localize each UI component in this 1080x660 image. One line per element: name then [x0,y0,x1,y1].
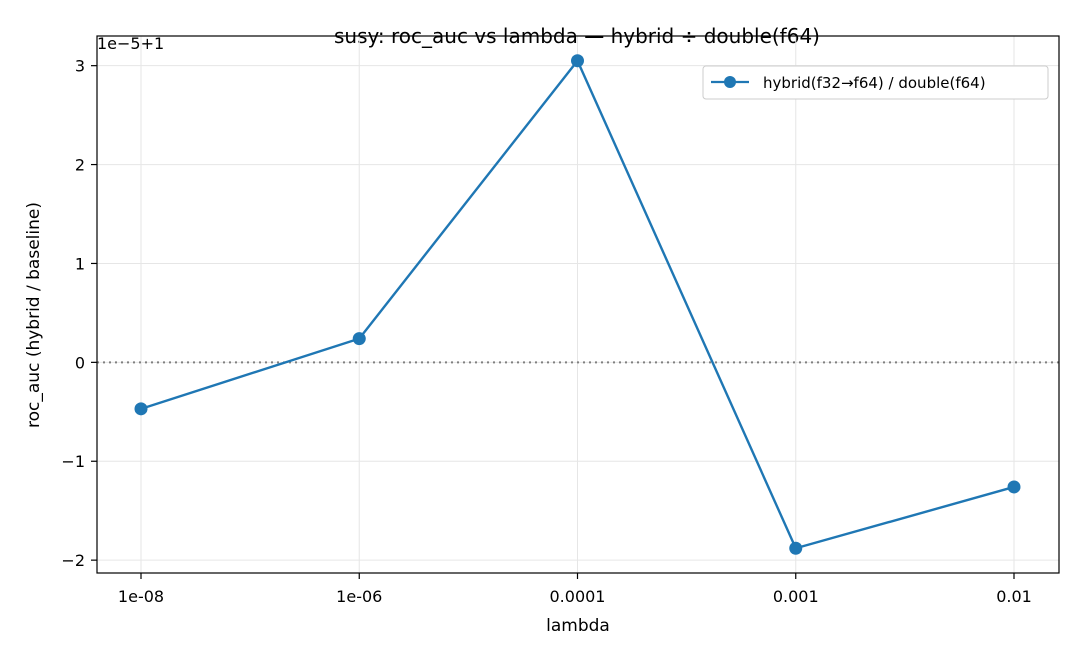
y-tick-label: 1 [75,254,85,273]
grid [97,36,1059,573]
x-tick-label: 0.01 [996,587,1032,606]
data-point [134,402,148,416]
x-axis-ticks: 1e-08 1e-06 0.0001 0.001 0.01 [118,573,1032,606]
data-point [1007,480,1021,494]
legend: hybrid(f32→f64) / double(f64) [702,65,1049,100]
series-layer [134,54,1021,555]
legend-label: hybrid(f32→f64) / double(f64) [763,74,986,92]
plot-frame [96,35,1060,574]
x-tick-label: 1e-08 [118,587,164,606]
y-tick-label: 2 [75,156,85,175]
y-tick-label: −2 [61,551,85,570]
y-axis-label: roc_auc (hybrid / baseline) [24,202,44,428]
y-offset-text: 1e−5+1 [97,34,164,53]
data-point [571,54,584,68]
x-tick-label: 1e-06 [336,587,382,606]
legend-marker-swatch [724,76,736,88]
y-axis-ticks: −2 −1 0 1 2 3 [61,57,97,570]
x-axis-label: lambda [546,616,610,636]
data-point [789,541,803,555]
x-tick-label: 0.001 [773,587,819,606]
y-tick-label: 0 [75,353,85,372]
y-tick-label: 3 [75,57,85,76]
data-point [352,332,366,346]
y-tick-label: −1 [61,452,85,471]
legend-box [702,65,1049,100]
x-tick-label: 0.0001 [550,587,606,606]
